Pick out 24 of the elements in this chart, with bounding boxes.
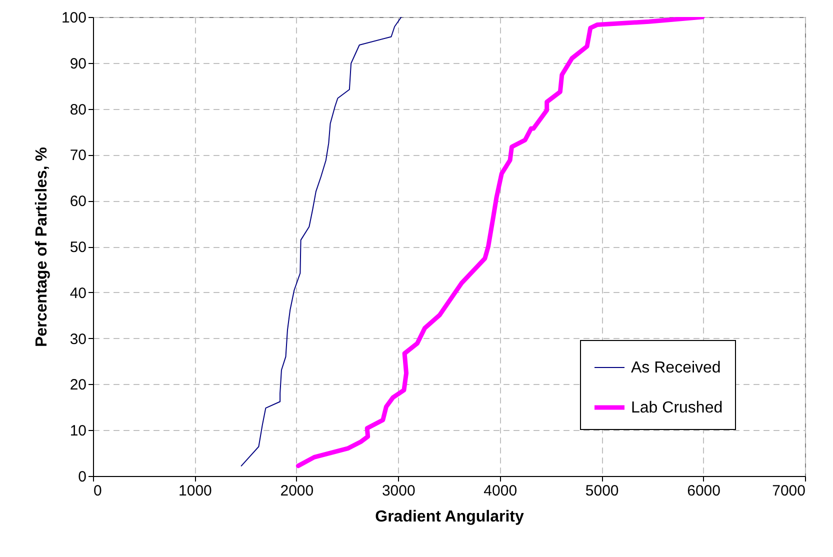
y-tick-label: 90 bbox=[70, 55, 86, 72]
y-tick-label: 40 bbox=[70, 284, 86, 302]
x-tick-label: 0 bbox=[94, 482, 102, 500]
x-tick-label: 5000 bbox=[585, 482, 619, 500]
x-tick-label: 3000 bbox=[382, 482, 416, 500]
x-tick-label: 4000 bbox=[484, 482, 518, 500]
x-axis-title: Gradient Angularity bbox=[375, 508, 524, 526]
y-tick-label: 20 bbox=[70, 376, 86, 394]
y-tick-label: 80 bbox=[70, 101, 86, 118]
y-tick-label: 50 bbox=[70, 239, 86, 256]
y-tick-label: 100 bbox=[61, 10, 86, 26]
y-tick-label: 70 bbox=[70, 147, 86, 164]
legend-label: Lab Crushed bbox=[631, 400, 723, 416]
x-tick-label: 7000 bbox=[772, 482, 806, 500]
y-axis-title: Percentage of Particles, % bbox=[33, 146, 50, 348]
y-tick-label: 60 bbox=[70, 193, 86, 210]
x-tick-label: 2000 bbox=[280, 482, 314, 500]
x-tick-label: 1000 bbox=[178, 482, 212, 500]
y-tick-label: 30 bbox=[70, 330, 86, 348]
line-series bbox=[240, 17, 402, 466]
y-tick-label: 10 bbox=[70, 422, 86, 440]
x-tick-label: 6000 bbox=[687, 482, 720, 500]
y-tick-label: 0 bbox=[78, 468, 86, 486]
legend-label: As Received bbox=[631, 360, 721, 376]
